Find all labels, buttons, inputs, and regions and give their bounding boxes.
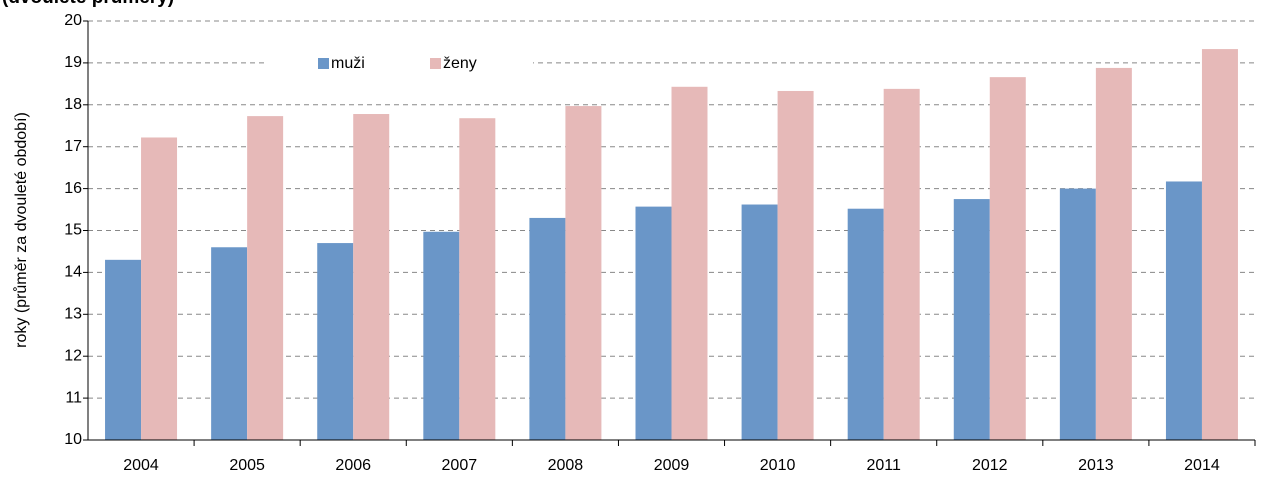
- y-axis-label: roky (průměr za dvouleté období): [12, 112, 30, 348]
- y-tick-label: 10: [64, 431, 82, 448]
- x-tick-label: 2008: [548, 457, 584, 474]
- x-tick-label: 2007: [442, 457, 478, 474]
- y-tick-label: 19: [64, 54, 82, 71]
- bar: [635, 206, 672, 440]
- x-tick-label: 2014: [1184, 457, 1220, 474]
- legend-box: [268, 50, 533, 78]
- bar: [671, 86, 708, 441]
- y-tick-label: 15: [64, 222, 82, 239]
- legend-swatch: [430, 58, 441, 69]
- y-tick-label: 20: [64, 12, 82, 29]
- x-tick-label: 2006: [335, 457, 371, 474]
- bar: [989, 77, 1026, 441]
- y-tick-label: 18: [64, 96, 82, 113]
- chart-title: (dvouleté průměry): [2, 0, 174, 8]
- bar: [459, 118, 496, 440]
- y-tick-label: 13: [64, 306, 82, 323]
- bar: [211, 247, 248, 440]
- bar: [423, 231, 460, 440]
- bar: [1095, 67, 1132, 440]
- x-tick-label: 2012: [972, 457, 1008, 474]
- x-tick-label: 2013: [1078, 457, 1114, 474]
- x-tick-label: 2004: [123, 457, 159, 474]
- x-tick-label: 2011: [866, 457, 901, 474]
- bar: [847, 208, 884, 440]
- y-tick-label: 14: [64, 264, 82, 281]
- bar: [741, 204, 778, 440]
- bar: [953, 199, 990, 440]
- bar: [317, 243, 354, 440]
- bar: [1165, 181, 1202, 441]
- bar: [777, 90, 814, 441]
- bar: [247, 116, 284, 440]
- y-tick-label: 16: [64, 180, 82, 197]
- bar: [353, 114, 390, 440]
- bar: [529, 217, 566, 440]
- legend-label: muži: [331, 55, 365, 72]
- bar: [1201, 49, 1238, 441]
- y-tick-label: 17: [64, 138, 82, 155]
- x-tick-label: 2009: [654, 457, 690, 474]
- legend-swatch: [318, 58, 329, 69]
- legend-label: ženy: [443, 55, 477, 72]
- x-tick-label: 2005: [229, 457, 265, 474]
- bar: [565, 106, 602, 440]
- bar: [1059, 188, 1096, 440]
- bar: [141, 137, 178, 440]
- bar: [105, 259, 142, 440]
- y-tick-label: 12: [64, 347, 82, 364]
- y-tick-label: 11: [65, 389, 82, 406]
- x-tick-label: 2010: [760, 457, 796, 474]
- bar: [883, 88, 920, 441]
